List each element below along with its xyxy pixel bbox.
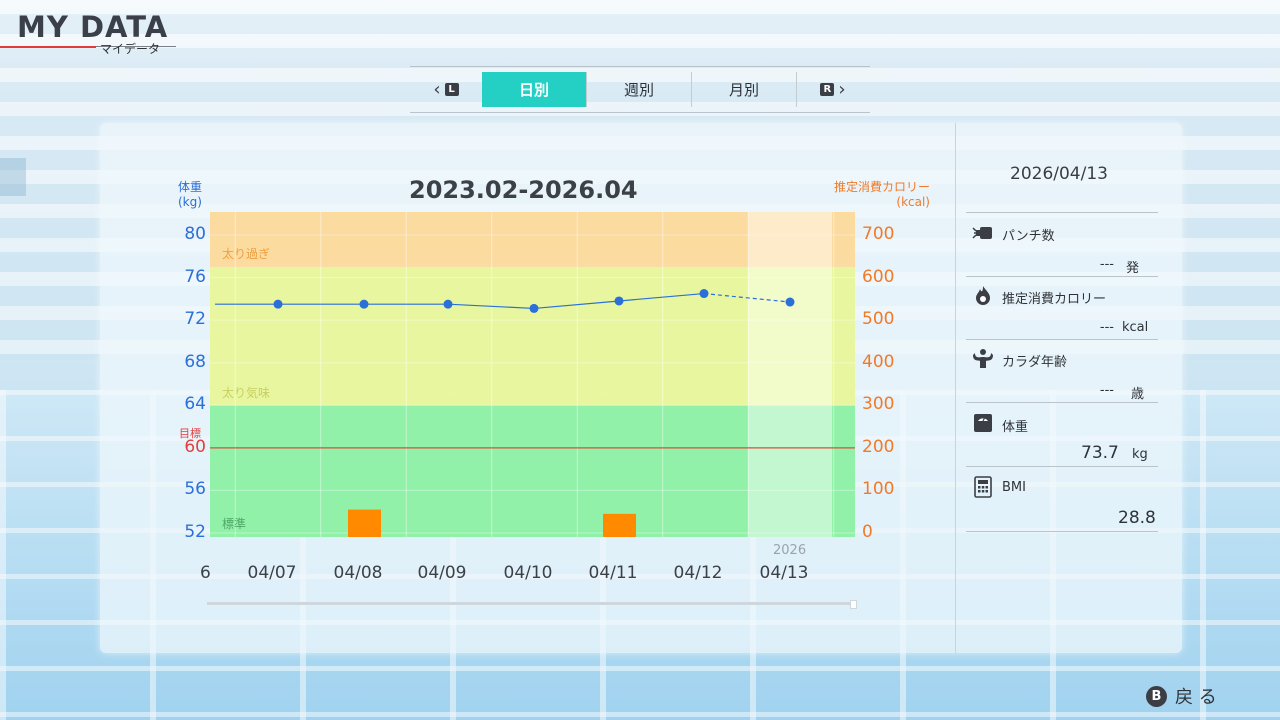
y-axis-right-tick: 500 — [862, 309, 895, 330]
chevron-left-icon: ‹ — [433, 79, 441, 100]
weight-label: 体重 — [1002, 420, 1029, 435]
year-label: 2026 — [773, 543, 807, 558]
goal-label: 目標 — [179, 427, 201, 440]
tab-monthly[interactable]: 月別 — [691, 72, 796, 107]
zone-2 — [210, 405, 855, 537]
punch-count-unit: 発 — [1126, 261, 1140, 276]
bmi-value: 28.8 — [1118, 508, 1156, 528]
calculator-icon — [974, 476, 992, 498]
back-button[interactable]: B 戻 る — [1146, 683, 1217, 709]
y-axis-left-tick: 64 — [184, 394, 206, 415]
period-tabs: ‹ L 日別 週別 月別 R › — [410, 66, 870, 113]
y-axis-right-tick: 600 — [862, 266, 895, 287]
x-axis-tick: 04/08 — [333, 563, 383, 583]
page-subtitle: マイデータ — [100, 42, 161, 56]
zone-1 — [210, 266, 855, 406]
calorie-label: 推定消費カロリー — [1002, 292, 1107, 307]
muscle-icon — [973, 349, 993, 368]
page-title: MY DATA — [17, 10, 169, 44]
tab-next-button[interactable]: R › — [796, 72, 869, 107]
x-axis-tick: 04/12 — [673, 563, 723, 583]
y-axis-left-tick: 72 — [184, 309, 206, 330]
weight-point — [359, 299, 369, 309]
calorie-unit: kcal — [1122, 320, 1149, 335]
title-underline — [0, 46, 96, 48]
selected-date: 2026/04/13 — [1010, 164, 1108, 184]
weight-point — [785, 297, 795, 307]
x-axis-tick: 04/10 — [503, 563, 553, 583]
punch-icon — [972, 227, 992, 239]
sidebar-divider — [966, 339, 1158, 340]
selected-day-highlight — [748, 212, 832, 537]
chart-scrollbar[interactable] — [207, 600, 857, 609]
y-axis-right-label: 推定消費カロリー (kcal) — [833, 180, 930, 209]
calorie-value: --- — [1099, 320, 1114, 335]
zone-label: 太り気味 — [222, 385, 270, 400]
background-decoration — [0, 158, 26, 196]
y-axis-right-tick: 400 — [862, 351, 895, 372]
weight-point — [273, 299, 283, 309]
y-axis-right-tick: 100 — [862, 479, 895, 500]
y-axis-left-tick: 80 — [184, 224, 206, 244]
tab-weekly[interactable]: 週別 — [586, 72, 691, 107]
sidebar-divider — [966, 466, 1158, 467]
title-underline-gray — [96, 46, 176, 47]
weight-line-segment — [703, 292, 791, 303]
weight-point — [529, 303, 539, 313]
calorie-bar — [348, 509, 381, 537]
weight-line-segment — [533, 300, 620, 310]
y-axis-right-title: 推定消費カロリー (kcal) — [824, 180, 930, 210]
y-axis-left-tick: 60 — [184, 436, 206, 457]
x-axis-tick: 04/09 — [417, 563, 467, 583]
sidebar-divider — [966, 212, 1158, 213]
y-axis-left-tick: 56 — [184, 479, 206, 500]
zone-label: 太り過ぎ — [222, 246, 270, 261]
x-axis-tick: 04/13 — [759, 563, 809, 583]
bmi-label: BMI — [1002, 480, 1026, 495]
weight-point — [614, 296, 624, 306]
weight-line-segment — [618, 292, 705, 302]
sidebar-divider — [966, 276, 1158, 277]
y-axis-left-tick: 68 — [184, 351, 206, 372]
x-axis-tick: 6 — [200, 563, 210, 583]
scale-icon — [974, 414, 992, 432]
y-axis-left-title: 体重 (kg) — [178, 180, 202, 210]
l-button-icon: L — [444, 83, 459, 96]
zone-label: 標準 — [222, 516, 246, 531]
chart-title: 2023.02-2026.04 — [409, 176, 638, 204]
weight-line-segment — [447, 303, 535, 310]
tab-daily[interactable]: 日別 — [482, 72, 586, 107]
zone-0 — [210, 212, 855, 267]
sidebar-divider — [966, 402, 1158, 403]
body-age-unit: 歳 — [1131, 387, 1145, 402]
x-axis-tick: 04/07 — [247, 563, 297, 583]
tab-prev-button[interactable]: ‹ L — [410, 67, 482, 112]
chevron-right-icon: › — [838, 79, 846, 100]
weight-unit: kg — [1132, 447, 1148, 462]
body-age-label: カラダ年齢 — [1002, 355, 1068, 370]
sidebar-divider — [966, 531, 1158, 532]
calorie-bar — [603, 513, 636, 537]
back-label: 戻 る — [1175, 687, 1217, 708]
panel-divider — [955, 123, 956, 653]
weight-point — [699, 289, 709, 299]
scrollbar-thumb[interactable] — [850, 600, 857, 609]
punch-count-label: パンチ数 — [1002, 229, 1055, 244]
y-axis-left-tick: 52 — [184, 522, 206, 542]
weight-point — [443, 299, 453, 309]
x-axis-tick: 04/11 — [588, 563, 638, 583]
y-axis-right-tick: 700 — [862, 224, 895, 244]
y-axis-left-label: 体重 (kg) — [178, 180, 203, 209]
y-axis-right-tick: 300 — [862, 394, 895, 415]
y-axis-right-tick: 0 — [862, 522, 873, 542]
b-button-icon: B — [1146, 685, 1167, 707]
y-axis-right-tick: 200 — [862, 436, 895, 457]
flame-icon — [976, 286, 990, 305]
body-age-value: --- — [1099, 383, 1114, 398]
punch-count-value: --- — [1099, 257, 1114, 272]
weight-value: 73.7 — [1081, 443, 1119, 463]
r-button-icon: R — [820, 83, 835, 96]
y-axis-left-tick: 76 — [184, 266, 206, 287]
